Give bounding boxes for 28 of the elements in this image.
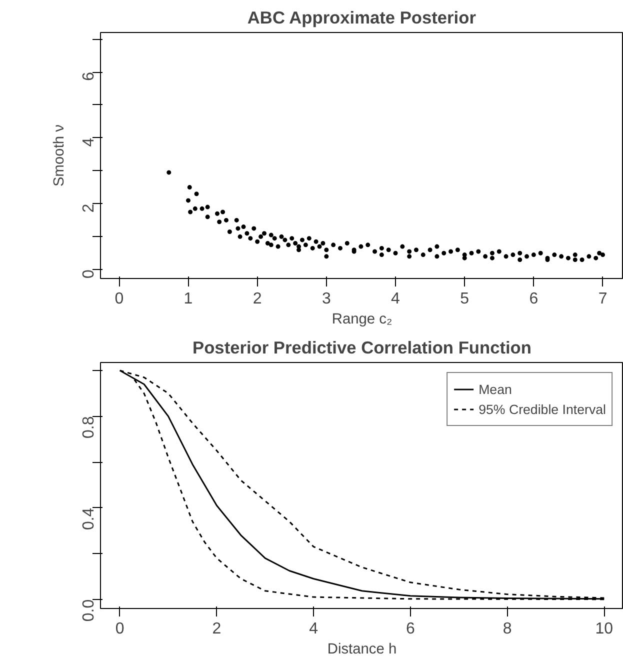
x-tick-label: 4	[309, 620, 318, 638]
legend-label: 95% Credible Interval	[478, 402, 606, 416]
x-axis-title: Distance h	[327, 642, 397, 658]
x-tick-label: 1	[184, 290, 193, 308]
x-tick-label: 2	[212, 620, 222, 638]
y-axis-title: Smooth ν	[52, 124, 68, 186]
x-tick-label: 7	[598, 290, 608, 308]
x-tick-label: 3	[322, 290, 331, 308]
legend-label: Mean	[478, 382, 512, 396]
x-tick-label: 6	[529, 290, 538, 308]
y-tick-label: 0	[80, 270, 98, 279]
y-tick-label: 0.8	[80, 416, 98, 439]
x-tick-label: 6	[406, 620, 415, 638]
x-tick-label: 0	[115, 620, 124, 638]
x-tick-label: 0	[114, 290, 124, 308]
x-tick-label: 5	[460, 290, 470, 308]
y-tick-label: 2	[80, 204, 98, 213]
y-tick-label: 0.0	[80, 599, 98, 622]
chart-title: ABC Approximate Posterior	[247, 8, 476, 28]
x-tick-label: 8	[502, 620, 512, 638]
y-tick-label: 4	[80, 138, 98, 147]
y-tick-label: 6	[80, 72, 98, 81]
chart-title: Posterior Predictive Correlation Function	[192, 338, 532, 358]
x-tick-label: 4	[391, 290, 400, 308]
y-tick-label: 0.4	[80, 508, 98, 530]
x-tick-label: 10	[595, 620, 614, 638]
x-axis-title: Range c₂	[332, 312, 392, 328]
x-tick-label: 2	[252, 290, 262, 308]
